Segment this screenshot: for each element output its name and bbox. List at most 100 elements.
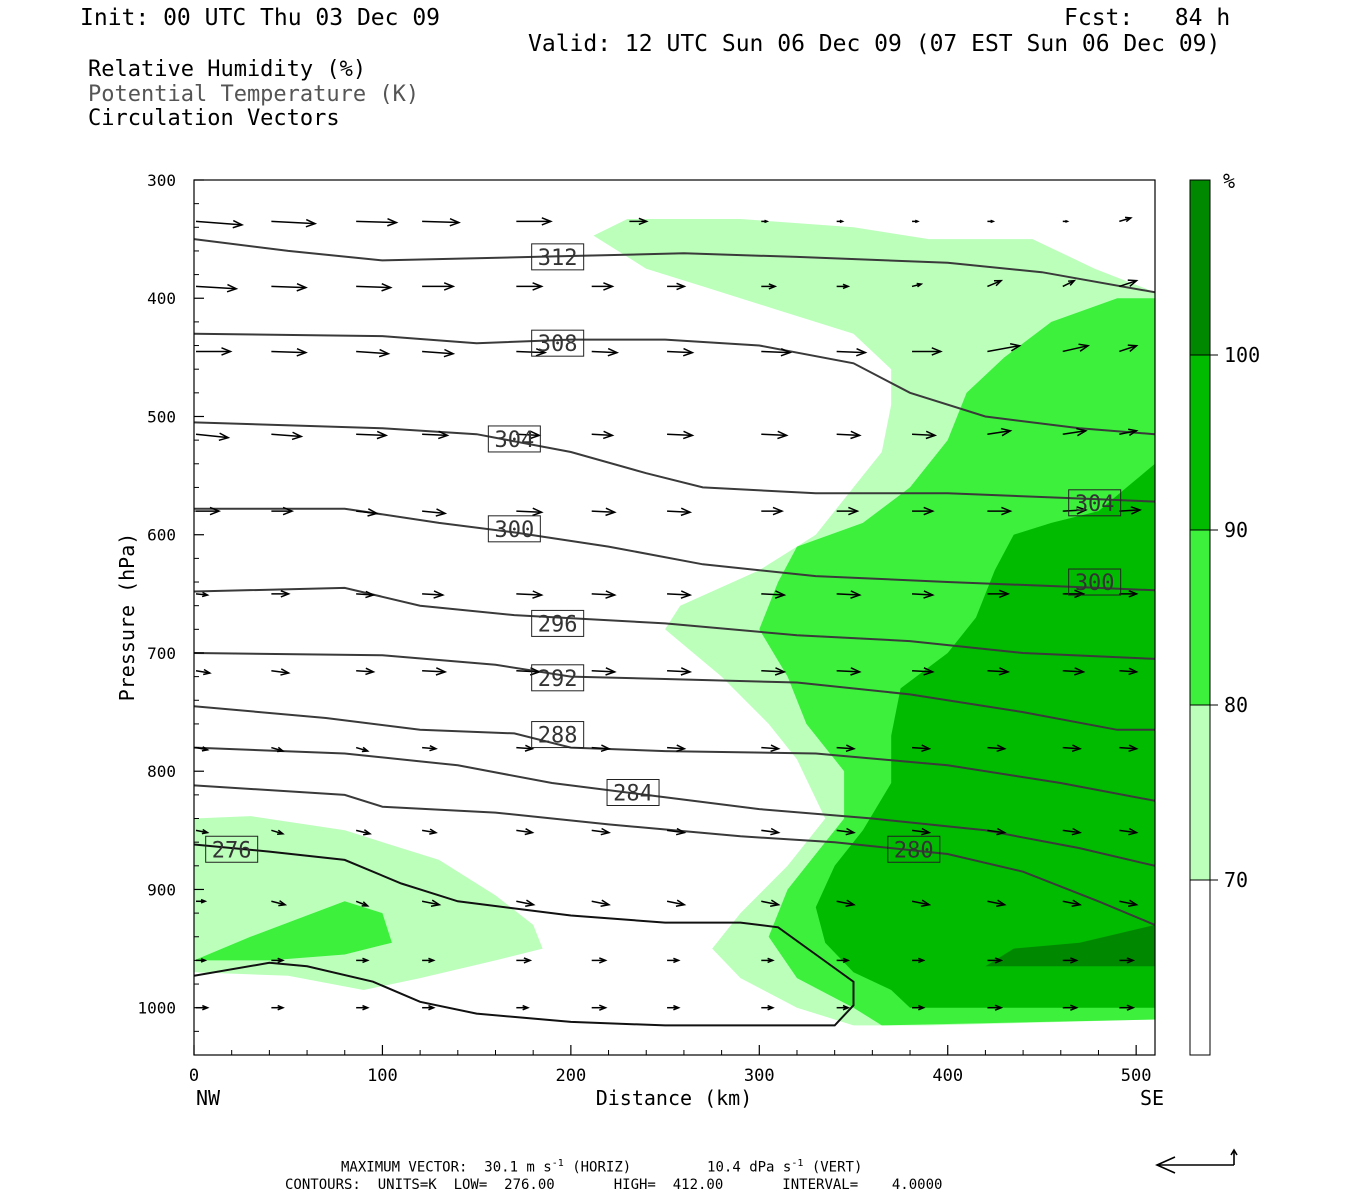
circulation-vector [987, 899, 1007, 908]
circulation-vector [667, 590, 693, 599]
circulation-vector [1062, 427, 1088, 437]
theta-contour-288 [194, 705, 1155, 802]
circulation-vector [1062, 506, 1088, 515]
circulation-vector [1062, 899, 1083, 908]
circulation-vector [591, 507, 617, 517]
circulation-vector [271, 668, 291, 676]
y-tick-label: 600 [147, 526, 176, 545]
circulation-vector [761, 283, 778, 290]
circulation-vector [195, 219, 245, 229]
circulation-vector [1062, 1004, 1079, 1011]
contour-label-text: 304 [1075, 492, 1115, 517]
colorbar-unit: % [1223, 169, 1235, 193]
circulation-vector [836, 827, 856, 836]
circulation-vector [667, 957, 681, 964]
theta-contour-280 [194, 784, 1155, 926]
circulation-vector [987, 667, 1011, 676]
circulation-vector [1062, 744, 1083, 753]
contour-label-text: 276 [212, 838, 252, 863]
circulation-vector [987, 506, 1013, 516]
circulation-vector [516, 957, 533, 964]
circulation-vector [987, 589, 1011, 599]
circulation-vector [761, 1004, 775, 1011]
circulation-vector [667, 667, 693, 676]
circulation-vector [271, 1004, 285, 1011]
circulation-vector [355, 746, 370, 753]
field-rh: Relative Humidity (%) [88, 57, 367, 82]
y-axis-label: Pressure (hPa) [115, 533, 139, 702]
y-tick-label: 800 [147, 762, 176, 781]
circulation-vector [912, 506, 935, 516]
colorbar-label: 100 [1224, 343, 1260, 367]
circulation-vector [422, 217, 461, 227]
circulation-vector [422, 667, 448, 676]
circulation-vector [271, 348, 308, 357]
circulation-vector [987, 827, 1007, 836]
contour-label-text: 288 [538, 724, 578, 749]
contour-label-text: 308 [538, 332, 578, 357]
circulation-vector [912, 347, 943, 356]
circulation-vector [667, 1004, 681, 1011]
circulation-vector [1119, 428, 1139, 437]
x-tick-label: 100 [367, 1066, 398, 1086]
contour-label-text: 296 [538, 612, 578, 637]
circulation-vector [356, 590, 376, 599]
circulation-vector [355, 900, 370, 907]
circulation-vector [422, 348, 456, 358]
circulation-vector [1062, 667, 1086, 676]
contour-label-304: 304 [1068, 489, 1122, 517]
circulation-vector [196, 347, 233, 356]
colorbar-swatch [1189, 879, 1211, 1056]
circulation-vector [591, 282, 615, 291]
colorbar-label: 70 [1224, 868, 1248, 892]
reference-vector-icon [1155, 1148, 1238, 1174]
circulation-vector [629, 217, 649, 226]
circulation-vector [666, 827, 687, 836]
circulation-vector [912, 1004, 926, 1011]
forecast-hour: Fcst: 84 h [1064, 5, 1231, 31]
circulation-vector [761, 744, 781, 753]
init-time: Init: 00 UTC Thu 03 Dec 09 [80, 5, 441, 31]
circulation-vector [271, 590, 291, 598]
contours-note: CONTOURS: UNITS=K LOW= 276.00 HIGH= 412.… [285, 1177, 943, 1193]
circulation-vector [422, 1004, 436, 1011]
theta-contour-312 [194, 238, 1155, 294]
contour-label-300: 300 [487, 515, 541, 543]
circulation-vector [422, 282, 456, 291]
x-axis-label: Distance (km) [596, 1086, 753, 1110]
y-tick-label: 400 [147, 289, 176, 308]
circulation-vector [836, 347, 868, 357]
contour-label-text: 292 [538, 667, 578, 692]
contour-label-288: 288 [531, 721, 585, 749]
circulation-vector [516, 430, 542, 440]
circulation-vector [1119, 899, 1139, 908]
circulation-vector [421, 828, 438, 835]
circulation-vector [591, 667, 617, 676]
valid-time: Valid: 12 UTC Sun 06 Dec 09 (07 EST Sun … [528, 31, 1221, 57]
circulation-vector [356, 508, 379, 517]
y-tick-label: 1000 [137, 999, 176, 1018]
circulation-vector [761, 506, 785, 516]
circulation-vector [516, 507, 544, 517]
contour-label-280: 280 [887, 835, 941, 863]
circulation-vector [761, 430, 789, 440]
circulation-vector [761, 667, 787, 676]
x-tick-label: 300 [744, 1066, 775, 1086]
rh-fill-80 [194, 901, 392, 961]
rh-fill-90 [815, 463, 1155, 1008]
circulation-vector [667, 507, 693, 517]
contour-label-text: 312 [538, 246, 578, 271]
circulation-vector [987, 744, 1007, 753]
circulation-vector [422, 430, 450, 440]
circulation-vector [356, 282, 393, 292]
circulation-vector [987, 427, 1013, 437]
colorbar-swatch [1189, 179, 1211, 356]
circulation-vector [271, 282, 308, 292]
circulation-vector [355, 829, 372, 836]
circulation-vector [591, 899, 611, 908]
contour-label-300: 300 [1068, 568, 1122, 596]
circulation-vector [271, 506, 295, 516]
circulation-vector [356, 348, 391, 358]
circulation-vector [516, 667, 542, 676]
